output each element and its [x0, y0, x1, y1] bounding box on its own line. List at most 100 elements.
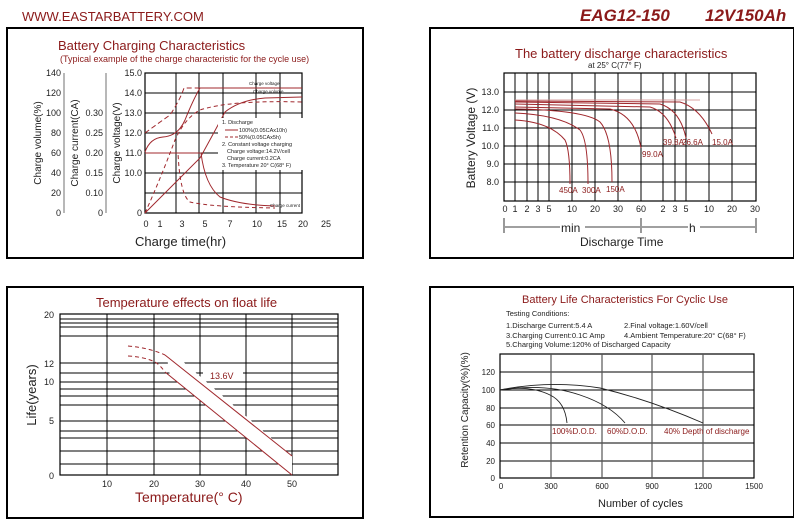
svg-text:0: 0 — [56, 208, 61, 218]
charge-current-axis-label: Charge current(CA) — [70, 99, 81, 186]
svg-text:0.10: 0.10 — [85, 188, 103, 198]
charge-time-axis-label: Charge time(hr) — [135, 234, 226, 249]
svg-text:0.30: 0.30 — [85, 108, 103, 118]
svg-text:0: 0 — [491, 474, 496, 483]
svg-text:9.0: 9.0 — [486, 159, 499, 169]
temperature-axis-label: Temperature(° C) — [135, 489, 243, 505]
svg-text:140: 140 — [46, 68, 61, 78]
cycles-axis-label: Number of cycles — [598, 498, 683, 510]
svg-text:Testing Conditions:: Testing Conditions: — [506, 309, 569, 318]
cyclic-title: Battery Life Characteristics For Cyclic … — [522, 294, 728, 306]
svg-text:2: 2 — [524, 204, 529, 214]
svg-text:13.0: 13.0 — [124, 108, 142, 118]
svg-text:40: 40 — [241, 479, 251, 489]
discharge-title: The battery discharge characteristics — [515, 46, 728, 61]
float-life-chart: Temperature effects on float life — [24, 295, 339, 505]
hour-unit-label: h — [689, 221, 696, 235]
svg-text:11.0: 11.0 — [125, 148, 142, 158]
charge-voltage-curve-label: Charge voltage — [249, 81, 280, 86]
svg-text:50%(0.05CAx5h): 50%(0.05CAx5h) — [239, 135, 281, 141]
charging-title: Battery Charging Characteristics — [58, 38, 246, 53]
battery-voltage-axis-label: Battery Voltage (V) — [464, 88, 478, 189]
svg-text:2: 2 — [660, 204, 665, 214]
svg-text:80: 80 — [486, 404, 495, 413]
svg-text:1500: 1500 — [745, 482, 763, 491]
website-url: WWW.EASTARBATTERY.COM — [22, 9, 204, 24]
svg-text:0: 0 — [502, 204, 507, 214]
svg-text:Charge current:0.2CA: Charge current:0.2CA — [227, 156, 281, 162]
svg-text:20: 20 — [590, 204, 600, 214]
life-years-axis-label: Life(years) — [24, 364, 39, 425]
svg-text:10: 10 — [704, 204, 714, 214]
svg-text:10: 10 — [252, 219, 262, 229]
svg-text:0: 0 — [137, 208, 142, 218]
svg-text:5: 5 — [683, 204, 688, 214]
svg-text:2.Final voltage:1.60V/cell: 2.Final voltage:1.60V/cell — [624, 321, 708, 330]
svg-text:99.0A: 99.0A — [642, 150, 664, 159]
svg-text:15.0A: 15.0A — [712, 138, 734, 147]
svg-text:300: 300 — [544, 482, 558, 491]
svg-text:10: 10 — [102, 479, 112, 489]
charging-chart: Battery Charging Characteristics (Typica… — [33, 38, 331, 249]
svg-text:10.0: 10.0 — [481, 141, 499, 151]
svg-text:0: 0 — [143, 219, 148, 229]
svg-text:100%(0.05CAx10h): 100%(0.05CAx10h) — [239, 128, 287, 134]
svg-text:5: 5 — [49, 416, 54, 426]
svg-text:5.Charging Volume:120% of Disc: 5.Charging Volume:120% of Discharged Cap… — [506, 340, 671, 349]
svg-text:14.0: 14.0 — [124, 88, 142, 98]
svg-text:26.6A: 26.6A — [682, 138, 704, 147]
charge-volume-curve-label: Charge volume — [253, 89, 284, 94]
battery-spec: 12V150Ah — [705, 6, 787, 25]
charge-current-curve-label: Charge current — [270, 203, 301, 208]
svg-text:20: 20 — [486, 457, 495, 466]
svg-text:120: 120 — [482, 368, 496, 377]
svg-text:0.25: 0.25 — [85, 128, 103, 138]
float-life-title: Temperature effects on float life — [96, 295, 277, 310]
svg-text:60: 60 — [51, 148, 61, 158]
svg-text:20: 20 — [44, 310, 54, 320]
svg-text:0.15: 0.15 — [85, 168, 103, 178]
svg-text:25: 25 — [321, 219, 331, 229]
svg-text:3: 3 — [179, 219, 184, 229]
svg-text:300A: 300A — [582, 186, 601, 195]
svg-text:8.0: 8.0 — [486, 177, 499, 187]
svg-text:10.0: 10.0 — [124, 168, 142, 178]
svg-text:1.Discharge Current:5.4 A: 1.Discharge Current:5.4 A — [506, 321, 592, 330]
discharge-time-axis-label: Discharge Time — [580, 235, 664, 249]
svg-text:11.0: 11.0 — [482, 123, 499, 133]
retention-capacity-axis-label: Retention Capacity(%)(%) — [460, 352, 471, 468]
svg-text:39.8A: 39.8A — [663, 138, 685, 147]
min-unit-label: min — [561, 221, 580, 235]
cyclic-life-panel — [429, 286, 794, 518]
svg-text:30: 30 — [750, 204, 760, 214]
cyclic-life-chart: Battery Life Characteristics For Cyclic … — [460, 294, 763, 510]
svg-text:10: 10 — [567, 204, 577, 214]
svg-text:900: 900 — [645, 482, 659, 491]
svg-text:3: 3 — [672, 204, 677, 214]
svg-text:12: 12 — [44, 359, 54, 369]
svg-text:13.0: 13.0 — [481, 87, 499, 97]
svg-text:30: 30 — [195, 479, 205, 489]
svg-text:60: 60 — [636, 204, 646, 214]
svg-text:50: 50 — [287, 479, 297, 489]
svg-text:0: 0 — [98, 208, 103, 218]
svg-text:7: 7 — [227, 219, 232, 229]
svg-text:40% Depth of discharge: 40% Depth of discharge — [664, 427, 750, 436]
svg-text:12.0: 12.0 — [481, 105, 499, 115]
svg-text:20: 20 — [727, 204, 737, 214]
svg-text:120: 120 — [46, 88, 61, 98]
svg-text:30: 30 — [613, 204, 623, 214]
svg-text:60: 60 — [486, 421, 495, 430]
svg-text:600: 600 — [595, 482, 609, 491]
svg-text:12.0: 12.0 — [124, 128, 142, 138]
charging-subtitle: (Typical example of the charge character… — [60, 54, 309, 64]
svg-text:5: 5 — [546, 204, 551, 214]
svg-text:1. Discharge: 1. Discharge — [222, 120, 253, 126]
svg-text:40: 40 — [486, 439, 495, 448]
discharge-panel — [429, 27, 794, 259]
svg-text:100: 100 — [46, 108, 61, 118]
svg-text:1: 1 — [157, 219, 162, 229]
discharge-chart: The battery discharge characteristics at… — [464, 46, 760, 249]
svg-text:100: 100 — [482, 386, 496, 395]
